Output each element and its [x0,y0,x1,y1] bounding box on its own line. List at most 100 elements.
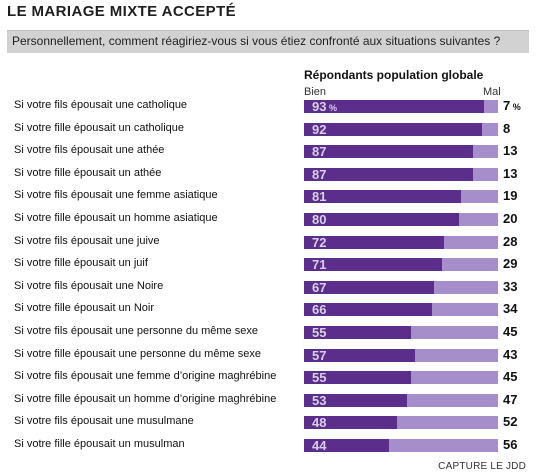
bar-bien: 66 [304,302,433,317]
category-label: Si votre fils épousait une femme d’origi… [14,370,277,382]
bar-mal: 66 [304,302,498,317]
chart-row: Si votre fils épousait une femme asiatiq… [0,186,536,208]
bar-bien: 48 [304,415,398,430]
bien-value-label: 55 [312,370,327,385]
chart-row: Si votre fille épousait un homme asiatiq… [0,209,536,231]
bar-bien: 67 [304,280,434,295]
mal-value-label: 20 [503,211,518,226]
category-label: Si votre fille épousait un Noir [14,302,155,314]
bar-mal: 87 [304,167,498,182]
percent-sign: % [510,102,521,112]
chart-row: Si votre fille épousait une personne du … [0,345,536,367]
bar-bien: 92 [304,122,483,137]
mal-value-label: 7 % [503,98,521,113]
mal-value-label: 47 [503,392,518,407]
category-label: Si votre fille épousait un homme d’origi… [14,393,277,405]
mal-value-label: 45 [503,324,518,339]
chart-row: Si votre fille épousait un athée 87 13 [0,164,536,186]
bar-bien: 87 [304,167,473,182]
bien-value-label: 71 [312,257,327,272]
bar-bien: 72 [304,235,444,250]
bien-value-label: 81 [312,189,327,204]
mal-value-label: 34 [503,301,518,316]
legend-bien: Bien [304,86,327,98]
credit: CAPTURE LE JDD [438,461,526,472]
bien-value-label: 55 [312,325,327,340]
question-band: Personnellement, comment réagiriez-vous … [7,30,529,53]
mal-value-label: 28 [503,234,518,249]
bar-bien: 71 [304,257,442,272]
page-title: LE MARIAGE MIXTE ACCEPTÉ [7,3,237,20]
mal-value-label: 45 [503,369,518,384]
bien-value-label: 87 [312,167,327,182]
chart-row: Si votre fille épousait un musulman 44 56 [0,435,536,457]
chart-title: Répondants population globale [304,68,484,82]
bar-bien: 55 [304,370,411,385]
bar-mal: 53 [304,393,498,408]
category-label: Si votre fils épousait une personne du m… [14,325,258,337]
category-label: Si votre fille épousait un catholique [14,122,184,134]
chart-row: Si votre fils épousait une athée 87 13 [0,141,536,163]
category-label: Si votre fille épousait un juif [14,257,148,269]
category-label: Si votre fille épousait une personne du … [14,348,262,360]
bar-mal: 57 [304,348,498,363]
chart-row: Si votre fils épousait une catholique 93 … [0,96,536,118]
bien-value-label: 80 [312,212,327,227]
bar-mal: 93 % [304,99,498,114]
mal-value-label: 43 [503,347,518,362]
category-label: Si votre fils épousait une juive [14,235,160,247]
mal-value-label: 29 [503,256,518,271]
chart-row: Si votre fille épousait un catholique 92 8 [0,119,536,141]
bar-bien: 55 [304,325,411,340]
mal-value-label: 13 [503,143,518,158]
bar-mal: 81 [304,189,498,204]
bar-mal: 80 [304,212,498,227]
legend-mal: Mal [483,86,501,98]
chart-row: Si votre fils épousait une Noire 67 33 [0,277,536,299]
bar-mal: 48 [304,415,498,430]
bien-value-label: 57 [312,348,327,363]
bar-mal: 67 [304,280,498,295]
mal-value-label: 8 [503,121,511,136]
mal-value-label: 56 [503,437,518,452]
bar-mal: 92 [304,122,498,137]
bien-value-label: 92 [312,122,327,137]
bien-value-label: 72 [312,235,327,250]
bar-bien: 57 [304,348,415,363]
chart-row: Si votre fille épousait un Noir 66 34 [0,299,536,321]
category-label: Si votre fils épousait une Noire [14,280,164,292]
bien-value-label: 53 [312,393,327,408]
bar-mal: 55 [304,370,498,385]
bar-bien: 44 [304,438,390,453]
category-label: Si votre fille épousait un homme asiatiq… [14,212,218,224]
bar-mal: 44 [304,438,498,453]
chart-row: Si votre fils épousait une musulmane 48 52 [0,412,536,434]
chart-row: Si votre fille épousait un juif 71 29 [0,254,536,276]
category-label: Si votre fils épousait une catholique [14,99,188,111]
bar-mal: 55 [304,325,498,340]
category-label: Si votre fille épousait un musulman [14,438,185,450]
question-text: Personnellement, comment réagiriez-vous … [12,34,501,48]
bien-value-label: 87 [312,144,327,159]
percent-sign: % [326,103,337,113]
category-label: Si votre fils épousait une athée [14,144,165,156]
bar-mal: 71 [304,257,498,272]
bar-bien: 87 [304,144,473,159]
bar-bien: 80 [304,212,460,227]
bien-value-label: 44 [312,438,327,453]
bien-value-label: 67 [312,280,327,295]
mal-value-label: 52 [503,414,518,429]
bar-mal: 87 [304,144,498,159]
chart-row: Si votre fils épousait une femme d’origi… [0,367,536,389]
bar-bien: 81 [304,189,462,204]
chart-row: Si votre fils épousait une personne du m… [0,322,536,344]
category-label: Si votre fille épousait un athée [14,167,162,179]
bar-bien: 53 [304,393,407,408]
bien-value-label: 48 [312,415,327,430]
mal-value-label: 19 [503,188,518,203]
chart-row: Si votre fils épousait une juive 72 28 [0,232,536,254]
mal-value-label: 33 [503,279,518,294]
chart-row: Si votre fille épousait un homme d’origi… [0,390,536,412]
mal-value-label: 13 [503,166,518,181]
